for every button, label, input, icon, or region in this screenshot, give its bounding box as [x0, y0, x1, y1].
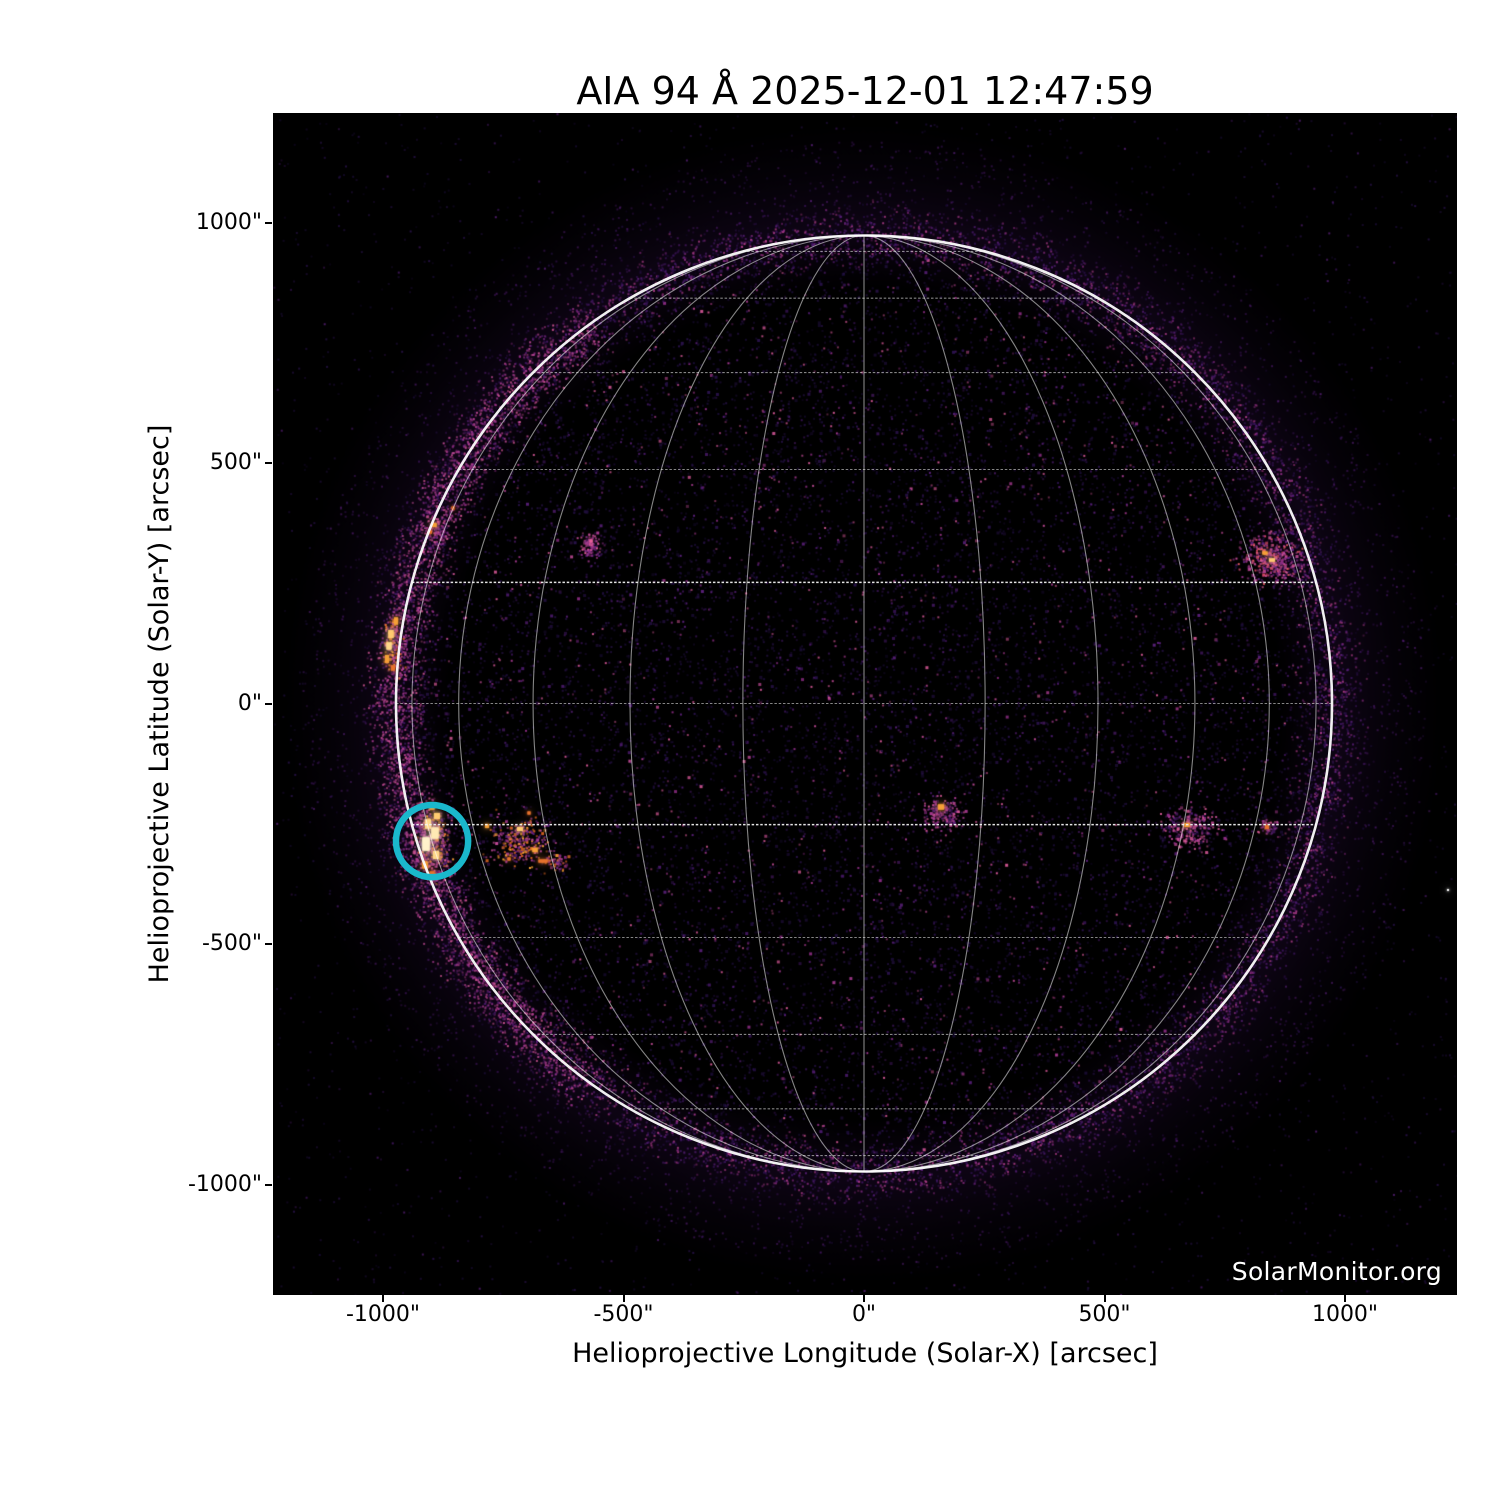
y-tick-label: -1000": [187, 1171, 262, 1197]
grid-meridian-west-30: [629, 234, 865, 1173]
grid-meridian-east-75: [863, 234, 1317, 1173]
heliographic-grid-overlay: [392, 234, 1334, 1173]
x-tick-mark: [863, 1295, 865, 1302]
y-tick-mark: [265, 702, 272, 705]
x-tick-mark: [1344, 1295, 1346, 1302]
x-tick-mark: [622, 1295, 625, 1302]
active-region-annotation-circle: [392, 801, 472, 881]
y-tick-mark: [265, 462, 272, 464]
y-tick-label: 0": [237, 690, 262, 716]
watermark: SolarMonitor.org: [1231, 1257, 1442, 1286]
figure-title: AIA 94 Å 2025-12-01 12:47:59: [576, 69, 1154, 113]
y-tick-mark: [265, 1183, 272, 1186]
plot-area: SolarMonitor.org: [273, 113, 1457, 1295]
x-tick-label: 1000": [1311, 1302, 1379, 1327]
x-axis-label: Helioprojective Longitude (Solar-X) [arc…: [572, 1338, 1158, 1369]
grid-meridian-west-75: [411, 234, 865, 1173]
x-tick-mark: [1103, 1295, 1106, 1302]
y-tick-label: 500": [209, 450, 262, 475]
grid-meridian-east-30: [863, 234, 1099, 1173]
y-tick-mark: [265, 943, 272, 945]
grid-meridian-west-45: [532, 234, 865, 1173]
x-tick-mark: [382, 1295, 384, 1302]
grid-meridian-west-60: [458, 234, 865, 1173]
y-tick-mark: [265, 221, 272, 224]
grid-meridian-east-45: [863, 234, 1196, 1173]
x-tick-label: -1000": [345, 1302, 421, 1327]
x-tick-label: -500": [593, 1302, 654, 1327]
x-tick-label: 0": [851, 1302, 877, 1327]
grid-meridian-east-15: [863, 234, 986, 1173]
solar-limb: [394, 234, 1334, 1173]
y-tick-label: 1000": [195, 209, 262, 235]
x-tick-label: 500": [1078, 1302, 1131, 1327]
grid-meridian-east-60: [863, 234, 1270, 1173]
y-axis-label: Helioprojective Latitude (Solar-Y) [arcs…: [144, 424, 175, 984]
y-tick-label: -500": [201, 931, 262, 956]
grid-meridian-west-15: [742, 234, 865, 1173]
